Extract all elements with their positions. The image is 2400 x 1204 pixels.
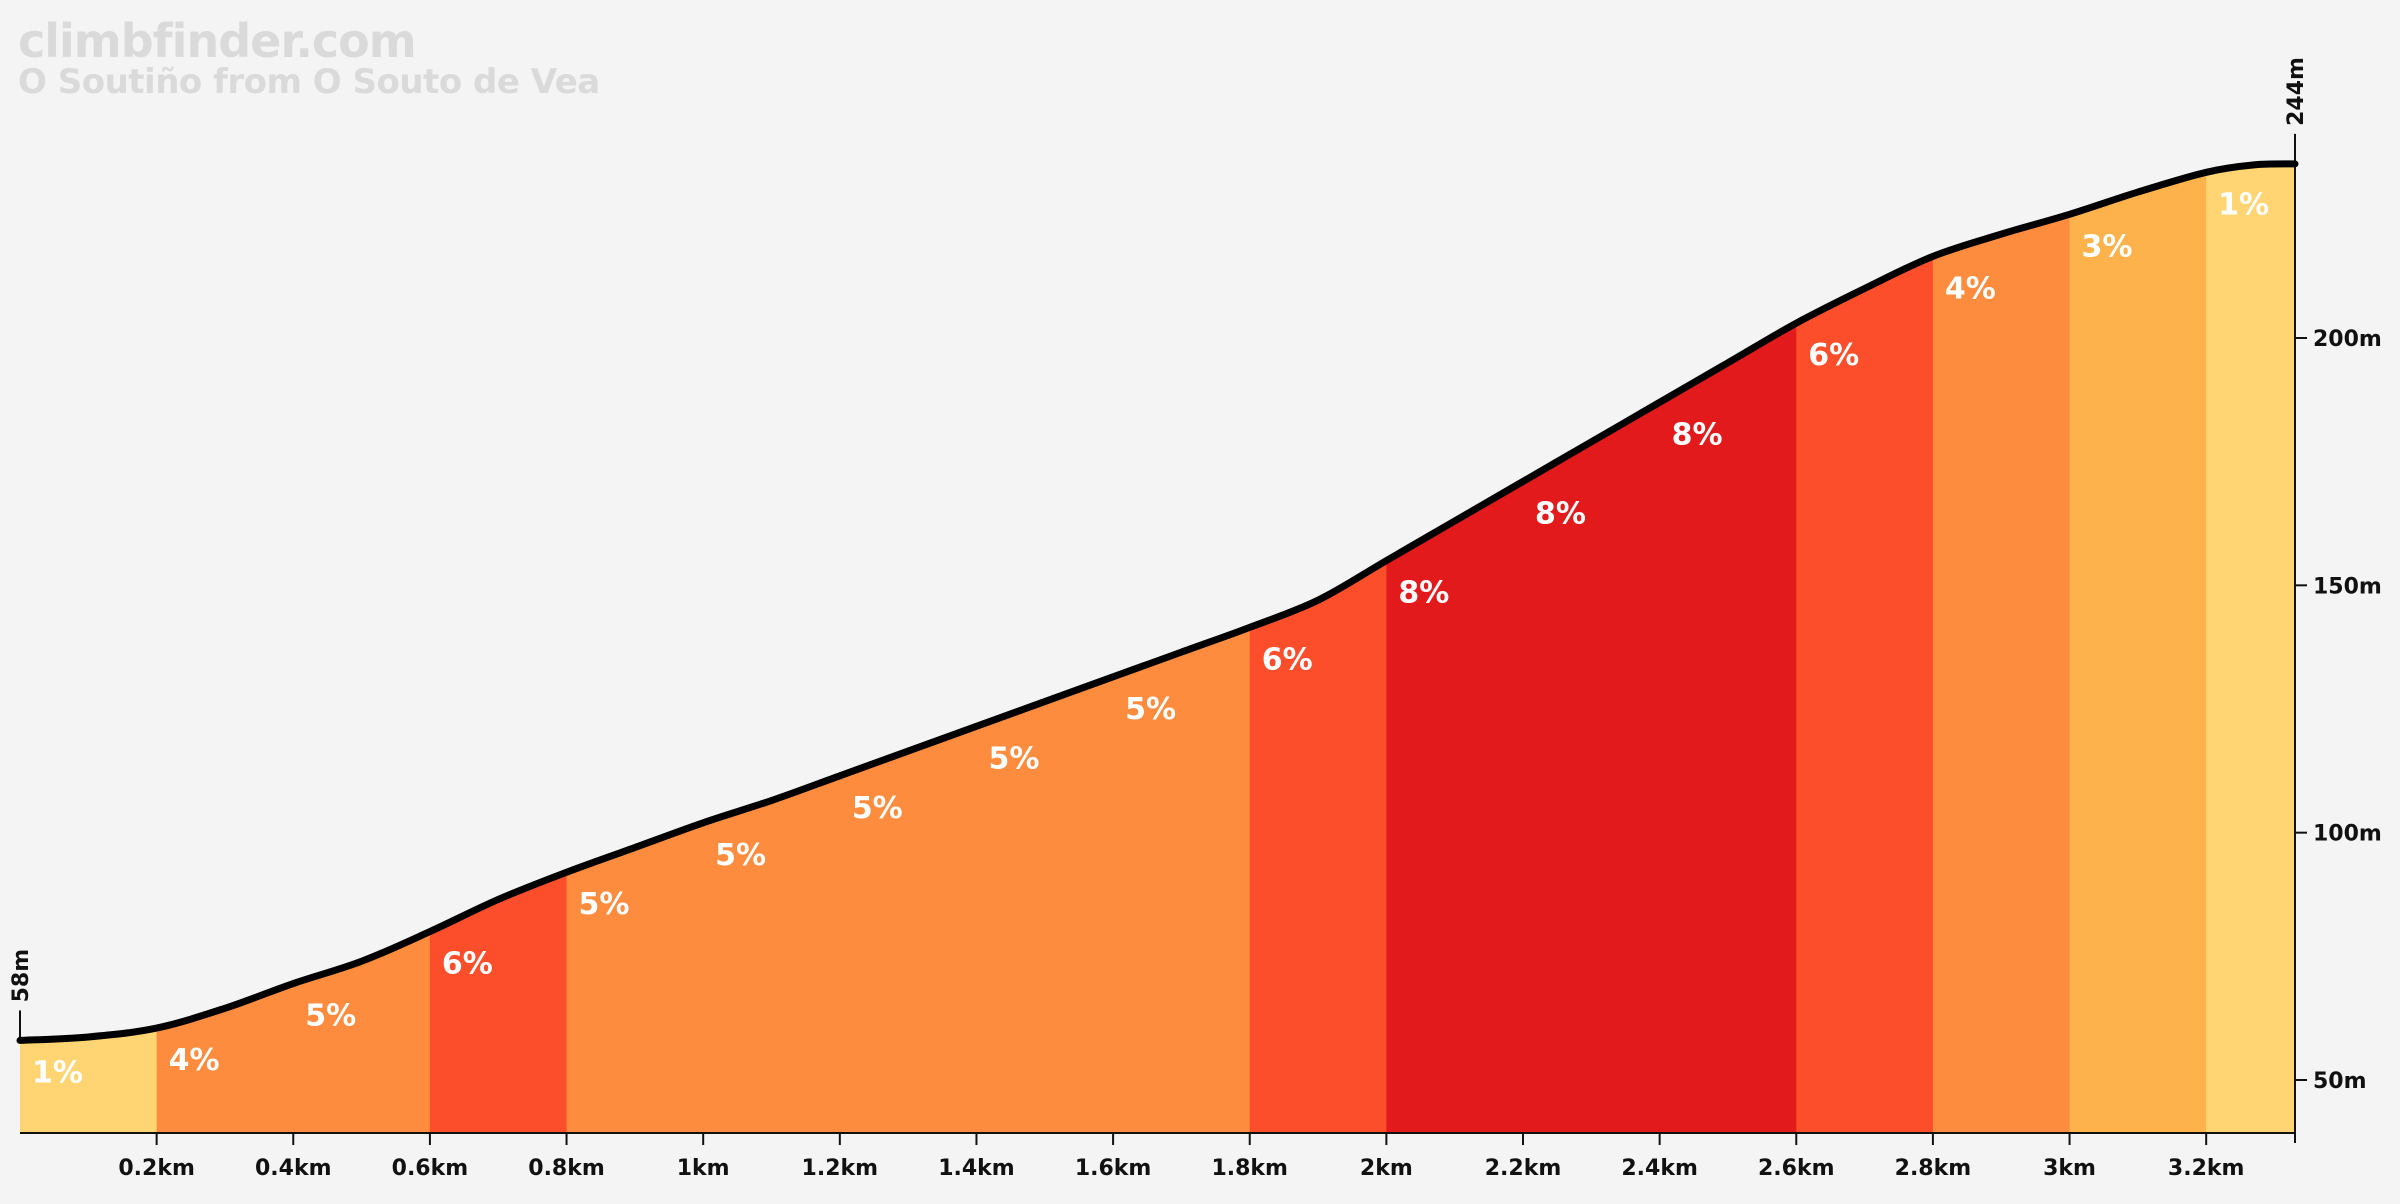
- y-tick-label: 50m: [2313, 1069, 2367, 1094]
- grade-segment: [2069, 163, 2207, 1133]
- x-tick-label: 0.2km: [118, 1156, 195, 1181]
- grade-label: 5%: [715, 838, 766, 873]
- x-tick-label: 2.8km: [1895, 1156, 1972, 1181]
- grade-label: 8%: [1672, 417, 1723, 452]
- grade-segment: [1523, 163, 1661, 1133]
- grade-label: 6%: [1808, 338, 1859, 373]
- grade-segment: [1932, 163, 2071, 1133]
- grade-label: 5%: [988, 741, 1039, 776]
- grade-label: 6%: [442, 947, 493, 982]
- grade-label: 4%: [169, 1043, 220, 1078]
- profile-line: [16, 160, 2299, 1044]
- x-tick-label: 1km: [677, 1156, 730, 1181]
- grade-segment: [1796, 163, 1934, 1133]
- grade-label: 8%: [1535, 496, 1586, 531]
- x-tick-label: 0.4km: [255, 1156, 332, 1181]
- climb-title: O Soutiño from O Souto de Vea: [18, 62, 600, 102]
- grade-label: 5%: [1125, 692, 1176, 727]
- site-watermark: climbfinder.com: [18, 14, 417, 68]
- grade-segment: [1249, 163, 1387, 1133]
- y-tick-label: 150m: [2313, 574, 2382, 599]
- x-tick-label: 2.4km: [1621, 1156, 1698, 1181]
- grade-segment: [1113, 163, 1251, 1133]
- y-tick-label: 100m: [2313, 822, 2382, 847]
- grade-label: 4%: [1945, 271, 1996, 306]
- grade-segment: [703, 163, 841, 1133]
- grade-label: 5%: [579, 887, 630, 922]
- x-tick-label: 3.2km: [2168, 1156, 2245, 1181]
- grade-segment: [156, 163, 294, 1133]
- grade-segment: [839, 163, 978, 1133]
- grade-label: 5%: [305, 999, 356, 1034]
- x-tick-label: 2km: [1360, 1156, 1413, 1181]
- grade-label: 1%: [32, 1055, 83, 1090]
- x-tick-label: 1.2km: [802, 1156, 879, 1181]
- grade-segment: [566, 163, 704, 1133]
- grade-labels: 1% 4% 5% 6% 5% 5% 5% 5% 5% 6% 8% 8% 8% 6% 4% 3% 1%: [32, 187, 2269, 1090]
- grade-label: 6%: [1262, 642, 1313, 677]
- y-tick-label: 200m: [2313, 327, 2382, 352]
- x-tick-label: 1.8km: [1211, 1156, 1288, 1181]
- start-elevation-label: 58m: [9, 949, 34, 1003]
- end-elevation-label: 244m: [2284, 57, 2309, 126]
- x-tick-label: 2.2km: [1485, 1156, 1562, 1181]
- grade-segment: [2206, 163, 2295, 1133]
- grade-segment: [1386, 163, 1524, 1133]
- x-tick-label: 3km: [2043, 1156, 2096, 1181]
- x-tick-label: 2.6km: [1758, 1156, 1835, 1181]
- grade-label: 3%: [2082, 229, 2133, 264]
- grade-segment: [20, 163, 158, 1133]
- grade-label: 5%: [852, 791, 903, 826]
- x-tick-label: 0.8km: [528, 1156, 605, 1181]
- grade-segment: [976, 163, 1114, 1133]
- x-tick-label: 0.6km: [392, 1156, 469, 1181]
- grade-label: 8%: [1398, 576, 1449, 611]
- axes: 0.2km 0.4km 0.6km 0.8km 1km 1.2km 1.4km 1.6km 1.…: [9, 57, 2382, 1181]
- x-tick-label: 1.4km: [938, 1156, 1015, 1181]
- grade-segment: [1659, 163, 1797, 1133]
- x-tick-label: 1.6km: [1075, 1156, 1152, 1181]
- grade-label: 1%: [2218, 187, 2269, 222]
